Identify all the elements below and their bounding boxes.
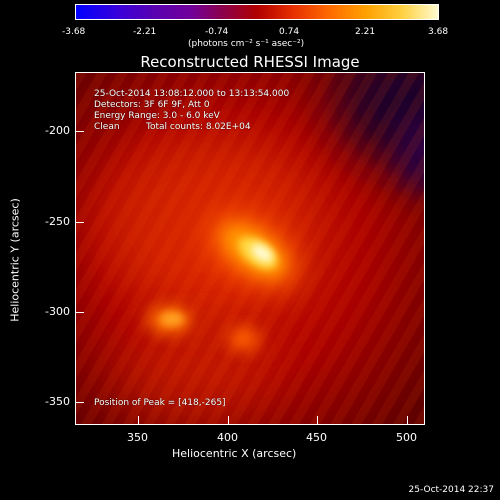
y-tick-mark — [76, 222, 84, 223]
info-line-2: Detectors: 3F 6F 9F, Att 0 — [94, 100, 210, 110]
peak-position: Position of Peak = [418,-265] — [94, 398, 226, 408]
image-title: Reconstructed RHESSI Image — [140, 53, 360, 71]
footer-date: 25-Oct-2014 22:37 — [408, 485, 494, 495]
colorbar-tick: -0.74 — [205, 27, 229, 37]
y-axis-label: Heliocentric Y (arcsec) — [8, 198, 22, 322]
x-tick-mark — [138, 416, 139, 424]
y-tick-label: -350 — [45, 395, 70, 408]
x-tick-label: 450 — [306, 431, 327, 444]
rhessi-image — [75, 72, 425, 425]
x-tick-mark — [407, 416, 408, 424]
colorbar-units: (photons cm⁻² s⁻¹ asec⁻²) — [188, 39, 305, 49]
y-tick-label: -300 — [45, 305, 70, 318]
x-tick-label: 350 — [127, 431, 148, 444]
colorbar-tick: 3.68 — [428, 27, 449, 37]
x-tick-label: 400 — [217, 431, 238, 444]
x-tick-mark — [317, 416, 318, 424]
y-tick-mark — [76, 131, 84, 132]
y-tick-label: -200 — [45, 124, 70, 137]
y-tick-label: -250 — [45, 215, 70, 228]
x-tick-mark — [228, 416, 229, 424]
info-line-1: 25-Oct-2014 13:08:12.000 to 13:13:54.000 — [94, 89, 290, 99]
y-tick-mark — [76, 312, 84, 313]
info-line-3: Energy Range: 3.0 - 6.0 keV — [94, 111, 220, 121]
colorbar-tick: 0.74 — [279, 27, 300, 37]
colorbar-tick: 2.21 — [355, 27, 376, 37]
x-axis-label: Heliocentric X (arcsec) — [172, 447, 297, 460]
x-tick-label: 500 — [396, 431, 417, 444]
info-line-4-counts: Total counts: 8.02E+04 — [146, 122, 251, 132]
colorbar-tick: -2.21 — [133, 27, 157, 37]
colorbar-tick: -3.68 — [62, 27, 86, 37]
colorbar — [75, 4, 439, 20]
y-tick-mark — [76, 402, 84, 403]
info-line-4-label: Clean — [94, 122, 120, 132]
rhessi-image-svg — [76, 73, 424, 424]
